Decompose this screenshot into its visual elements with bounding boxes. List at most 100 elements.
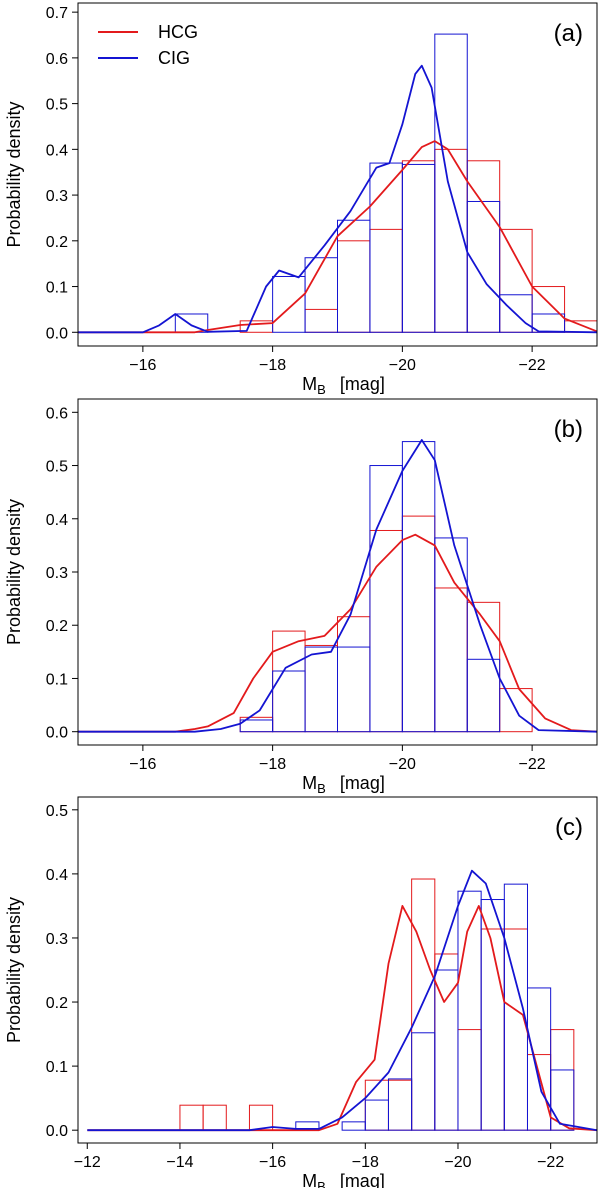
x-tick-label: −20 — [444, 1154, 471, 1171]
histogram-bar — [304, 257, 338, 333]
histogram-bar — [202, 1104, 227, 1131]
density-curve-hcg — [78, 140, 598, 334]
y-tick-label: 0.7 — [46, 5, 68, 22]
histogram-bar — [550, 1069, 575, 1131]
x-tick-label: −22 — [519, 357, 546, 374]
x-tick-label: −16 — [129, 357, 156, 374]
y-axis-label: Probability density — [4, 101, 24, 247]
x-tick-label: −22 — [519, 756, 546, 773]
x-axis-label: MB [mag] — [302, 1171, 385, 1188]
histogram-bar — [337, 219, 371, 333]
x-tick-label: −20 — [389, 756, 416, 773]
histogram-bar — [401, 441, 436, 733]
y-tick-label: 0.5 — [46, 97, 68, 114]
x-axis-label: MB [mag] — [302, 773, 385, 796]
y-tick-label: 0.4 — [46, 867, 68, 884]
histogram-bar — [387, 1078, 413, 1131]
x-tick-label: −18 — [259, 756, 286, 773]
histogram-bar — [401, 515, 436, 733]
panel-label: (a) — [554, 20, 583, 47]
plot-frame — [77, 2, 598, 347]
histogram-bar — [337, 646, 371, 733]
y-tick-label: 0.4 — [46, 512, 68, 529]
histogram-bar — [411, 878, 436, 1131]
histogram-bar — [526, 987, 552, 1131]
y-tick-label: 0.3 — [46, 565, 68, 582]
y-axis-label: Probability density — [4, 499, 24, 645]
histogram-bar — [272, 275, 306, 333]
y-tick-label: 0.2 — [46, 618, 68, 635]
y-tick-label: 0.0 — [46, 1123, 68, 1140]
x-tick-label: −16 — [129, 756, 156, 773]
x-tick-label: −12 — [74, 1154, 101, 1171]
histogram-bar — [248, 1104, 274, 1131]
histogram-hcg — [179, 878, 575, 1131]
plot-frame — [77, 796, 598, 1144]
histogram-bar — [341, 1121, 366, 1131]
histogram-bar — [466, 160, 501, 333]
legend-label-hcg: HCG — [158, 22, 198, 42]
histogram-bar — [364, 1079, 389, 1131]
histogram-bar — [434, 33, 468, 333]
histogram-bar — [503, 883, 528, 1131]
panel-3: −12 −14 −16 −18 −20 −22 0.0 0.1 0.2 0.3 0.4 0.5 (c) M… — [4, 796, 598, 1188]
x-tick-label: −18 — [259, 357, 286, 374]
x-tick-label: −22 — [537, 1154, 564, 1171]
y-tick-label: 0.1 — [46, 280, 68, 297]
y-tick-label: 0.0 — [46, 725, 68, 742]
histogram-bar — [337, 616, 371, 733]
histogram-bar — [434, 953, 459, 1131]
density-curve-hcg — [78, 533, 598, 733]
legend-label-cig: CIG — [158, 48, 190, 68]
y-tick-label: 0.6 — [46, 51, 68, 68]
x-tick-label: −14 — [166, 1154, 193, 1171]
histogram-bar — [337, 240, 371, 333]
x-tick-label: −16 — [259, 1154, 286, 1171]
histogram-bar — [179, 1104, 204, 1131]
histogram-bar — [434, 148, 468, 333]
panel-label: (b) — [554, 416, 583, 443]
density-curve-cig — [87, 869, 598, 1132]
histogram-bar — [564, 320, 598, 333]
y-tick-label: 0.1 — [46, 1059, 68, 1076]
histogram-bar — [401, 160, 436, 333]
y-tick-label: 0.4 — [46, 142, 68, 159]
histogram-bar — [369, 228, 403, 333]
histogram-bar — [434, 537, 468, 733]
histogram-bar — [466, 200, 501, 333]
histogram-cig — [174, 33, 566, 333]
histogram-cig — [239, 441, 501, 733]
panel-1: −16 −18 −20 −22 0.0 0.1 0.2 0.3 0.4 0.5 0.6 0.7 (a) M… — [4, 2, 598, 397]
histogram-bar — [239, 719, 274, 733]
histogram-bar — [304, 644, 338, 733]
x-tick-label: −20 — [389, 357, 416, 374]
histogram-bar — [387, 1079, 413, 1131]
y-tick-label: 0.5 — [46, 459, 68, 476]
histogram-bar — [364, 1099, 389, 1131]
histogram-bar — [369, 529, 403, 733]
histogram-bar — [434, 587, 468, 733]
x-tick-label: −18 — [352, 1154, 379, 1171]
histogram-bar — [503, 928, 528, 1131]
histogram-bar — [480, 928, 505, 1131]
panel-2: −16 −18 −20 −22 0.0 0.1 0.2 0.3 0.4 0.5 0.6 (b) MB [m… — [4, 398, 598, 796]
y-tick-label: 0.3 — [46, 931, 68, 948]
histogram-bar — [499, 228, 533, 333]
y-tick-label: 0.2 — [46, 995, 68, 1012]
histogram-bar — [304, 646, 338, 733]
histogram-bar — [531, 286, 566, 333]
histogram-bar — [434, 969, 459, 1131]
y-axis-label: Probability density — [4, 897, 24, 1043]
histogram-bar — [411, 1032, 436, 1131]
histogram-bar — [304, 308, 338, 333]
x-axis-label: MB [mag] — [302, 374, 385, 397]
histogram-hcg — [239, 515, 533, 733]
histogram-bar — [457, 1029, 482, 1131]
y-tick-label: 0.5 — [46, 803, 68, 820]
histogram-bar — [526, 1054, 552, 1131]
y-tick-label: 0.2 — [46, 234, 68, 251]
histogram-bar — [466, 658, 501, 733]
density-curve-cig — [78, 439, 598, 733]
density-curve-hcg — [87, 905, 598, 1132]
